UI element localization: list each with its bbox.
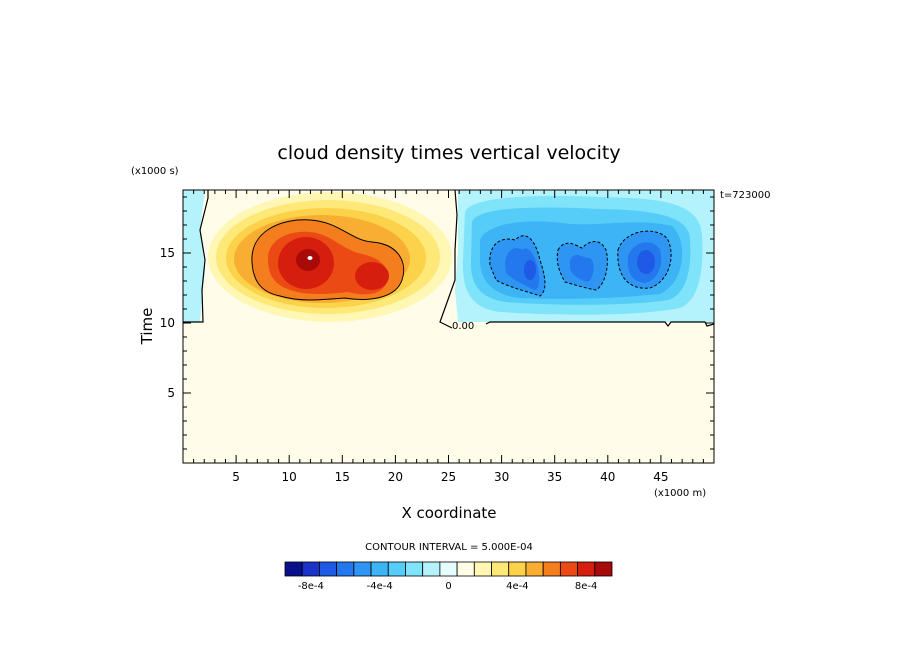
neg-core-west	[524, 260, 536, 280]
colorbar-swatch	[542, 561, 561, 577]
zero-contour-label: 0.00	[452, 321, 474, 332]
plot-area: 0.00	[183, 190, 714, 463]
chart-title: cloud density times vertical velocity	[277, 142, 620, 164]
colorbar-tick-label: 8e-4	[575, 581, 598, 592]
colorbar-swatch	[319, 561, 338, 577]
pos-peak	[307, 256, 313, 260]
colorbar-swatch	[456, 561, 475, 577]
neg-core-east	[637, 250, 655, 274]
x-scale-label: (x1000 m)	[654, 488, 706, 499]
colorbar-swatch	[336, 561, 355, 577]
y-scale-label: (x1000 s)	[131, 166, 179, 177]
colorbar-swatch	[559, 561, 578, 577]
colorbar-swatch	[491, 561, 510, 577]
neg-dashed-contour	[489, 230, 672, 297]
colorbar-swatch	[284, 561, 303, 577]
pos-level-8	[296, 249, 320, 271]
negative-region	[455, 190, 714, 322]
colorbar-tick-label: -8e-4	[298, 581, 324, 592]
colorbar: -8e-4 -4e-4 0 4e-4 8e-4	[284, 561, 613, 592]
colorbar-swatch	[353, 561, 372, 577]
x-tick-label: 20	[388, 470, 403, 484]
colorbar-swatch	[525, 561, 544, 577]
colorbar-tick-label: -4e-4	[367, 581, 393, 592]
colorbar-swatch	[473, 561, 492, 577]
y-tick-label: 15	[160, 246, 175, 260]
colorbar-swatch	[422, 561, 441, 577]
x-tick-label: 25	[441, 470, 456, 484]
zero-contour-line	[183, 190, 714, 329]
x-tick-label: 15	[335, 470, 350, 484]
x-axis: 5 10 15 20 25 30 35 40 45	[193, 190, 704, 484]
colorbar-swatch	[405, 561, 424, 577]
x-tick-label: 30	[494, 470, 509, 484]
x-tick-label: 35	[547, 470, 562, 484]
x-tick-label: 40	[600, 470, 615, 484]
y-tick-label: 5	[167, 386, 175, 400]
colorbar-swatch	[301, 561, 320, 577]
colorbar-swatch	[439, 561, 458, 577]
pos-contour-line	[251, 219, 405, 301]
colorbar-swatch	[594, 561, 613, 577]
x-tick-label: 5	[232, 470, 240, 484]
positive-region	[208, 192, 452, 322]
colorbar-swatch	[508, 561, 527, 577]
pos-secondary-core	[355, 262, 389, 290]
colorbar-tick-label: 4e-4	[506, 581, 529, 592]
colorbar-swatch	[577, 561, 596, 577]
colorbar-swatch	[387, 561, 406, 577]
colorbar-tick-label: 0	[445, 581, 451, 592]
y-axis-title: Time	[138, 308, 156, 346]
neg-level-6	[505, 242, 662, 290]
time-label: t=723000	[720, 190, 770, 201]
x-tick-label: 45	[653, 470, 668, 484]
y-axis: 5 10 15	[160, 196, 714, 450]
contour-interval-text: CONTOUR INTERVAL = 5.000E-04	[365, 542, 533, 553]
colorbar-swatch	[370, 561, 389, 577]
y-tick-label: 10	[160, 316, 175, 330]
left-edge-patch	[183, 190, 205, 322]
x-axis-title: X coordinate	[401, 504, 496, 522]
x-tick-label: 10	[282, 470, 297, 484]
